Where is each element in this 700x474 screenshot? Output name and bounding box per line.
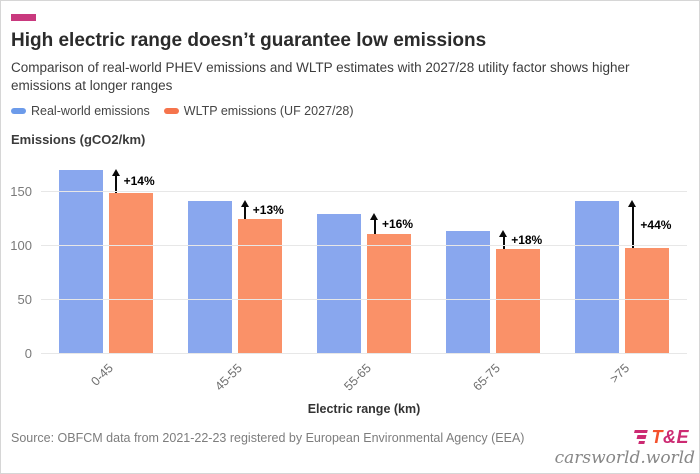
annotation: +44% — [628, 200, 672, 248]
x-tick-label: >75 — [607, 361, 633, 386]
bar-group: +13% — [170, 159, 299, 354]
bar-wltp — [496, 248, 541, 354]
x-axis-tick-labels: 0-45 45-55 55-65 65-75 >75 — [41, 358, 687, 400]
chart-header: High electric range doesn’t guarantee lo… — [1, 1, 699, 118]
bar-real-world — [575, 201, 620, 354]
bar-wltp — [367, 233, 411, 354]
x-tick-label: 55-65 — [341, 361, 374, 394]
annotation-label: +44% — [640, 217, 672, 232]
up-arrow-icon — [240, 200, 251, 219]
bar-wltp — [237, 218, 282, 354]
watermark: carsworld.world — [554, 448, 695, 468]
x-axis-title: Electric range (km) — [307, 402, 421, 416]
up-arrow-icon — [111, 168, 122, 193]
x-tick-cell: 45-55 — [170, 358, 299, 400]
x-tick-cell: 65-75 — [429, 358, 558, 400]
annotation: +18% — [499, 229, 543, 249]
x-tick-cell: >75 — [558, 358, 687, 400]
gridline — [41, 244, 687, 246]
bar-group: +44% — [558, 159, 687, 354]
up-arrow-icon — [628, 200, 638, 248]
legend-label-wltp: WLTP emissions (UF 2027/28) — [183, 104, 354, 118]
source-note: Source: OBFCM data from 2021-22-23 regis… — [11, 431, 525, 445]
legend-item-real-world: Real-world emissions — [11, 104, 150, 118]
te-logo: T&E — [633, 427, 689, 448]
y-tick-label: 100 — [10, 237, 32, 253]
bar-group: +18% — [429, 159, 558, 354]
legend-label-real-world: Real-world emissions — [31, 104, 150, 118]
annotation-label: +13% — [252, 202, 284, 217]
te-logo-text: T&E — [651, 427, 689, 447]
y-tick-label: 150 — [10, 183, 32, 199]
y-tick-label: 0 — [24, 346, 32, 361]
bar-real-world — [446, 230, 491, 354]
y-tick-label: 50 — [17, 291, 32, 307]
up-arrow-icon — [370, 213, 380, 234]
gridline — [41, 353, 687, 354]
te-logo-stripes-icon — [632, 430, 649, 445]
x-tick-label: 65-75 — [470, 361, 504, 394]
annotation-label: +14% — [123, 174, 155, 189]
bar-group: +14% — [41, 159, 170, 354]
y-axis-title: Emissions (gCO2/km) — [11, 132, 146, 147]
annotation-label: +16% — [382, 217, 414, 231]
x-tick-cell: 55-65 — [299, 358, 428, 400]
x-tick-label: 45-55 — [212, 361, 245, 394]
x-tick-label: 0-45 — [87, 361, 116, 389]
brand-dash — [11, 14, 36, 21]
bar-wltp — [625, 247, 670, 354]
legend-swatch-real-world-icon — [11, 108, 26, 114]
plot-area: +14% +13% +16% +18% +44% — [41, 159, 687, 354]
y-axis-tick-labels: 0 50 100 150 — [1, 159, 32, 361]
bar-real-world — [317, 214, 361, 354]
annotation: +16% — [370, 213, 414, 234]
x-tick-cell: 0-45 — [41, 358, 170, 400]
up-arrow-icon — [499, 229, 509, 249]
chart-legend: Real-world emissions WLTP emissions (UF … — [11, 104, 689, 118]
annotation: +14% — [111, 168, 155, 193]
annotation: +13% — [240, 200, 284, 219]
bar-wltp — [108, 192, 153, 354]
gridline — [41, 298, 687, 300]
legend-swatch-wltp-icon — [163, 108, 179, 114]
page-title: High electric range doesn’t guarantee lo… — [11, 30, 487, 51]
bar-groups: +14% +13% +16% +18% +44% — [41, 159, 687, 354]
bar-real-world — [58, 169, 103, 354]
gridline — [41, 190, 687, 192]
legend-item-wltp: WLTP emissions (UF 2027/28) — [163, 104, 354, 118]
chart-subtitle: Comparison of real-world PHEV emissions … — [11, 60, 630, 93]
bar-group: +16% — [299, 159, 428, 354]
bar-real-world — [187, 201, 232, 354]
annotation-label: +18% — [511, 232, 543, 247]
